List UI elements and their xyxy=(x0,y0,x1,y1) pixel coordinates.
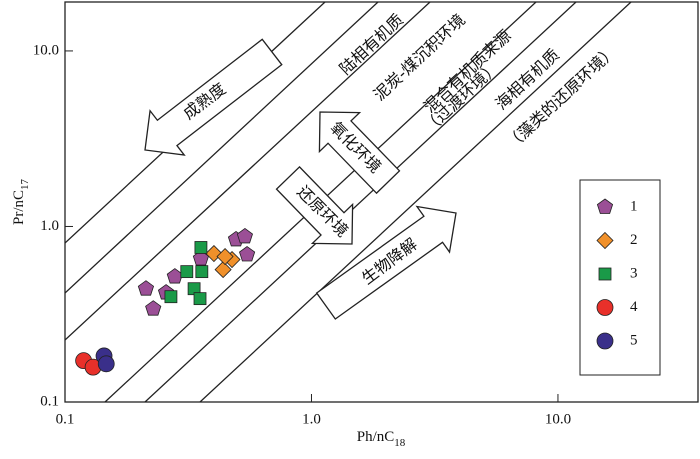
legend-label: 1 xyxy=(630,198,638,214)
boundary-line xyxy=(144,2,577,402)
legend-label: 5 xyxy=(630,332,638,348)
arrows xyxy=(144,38,457,320)
legend-label: 4 xyxy=(630,299,638,315)
boundary-line xyxy=(199,2,632,402)
legend-marker xyxy=(596,299,614,316)
y-tick-label: 0.1 xyxy=(40,393,59,409)
point xyxy=(236,227,253,244)
legend-label: 3 xyxy=(630,265,638,281)
boundary-line xyxy=(65,2,431,341)
point xyxy=(214,261,232,279)
point xyxy=(180,265,194,279)
arrow xyxy=(318,111,401,195)
point xyxy=(166,268,183,284)
point xyxy=(97,355,115,373)
legend-marker xyxy=(596,231,614,250)
legend-label: 2 xyxy=(630,232,638,248)
x-tick-label: 10.0 xyxy=(545,411,571,427)
point xyxy=(216,247,234,266)
y-tick-label: 1.0 xyxy=(40,218,59,234)
legend-marker xyxy=(598,267,612,281)
x-tick-label: 0.1 xyxy=(56,411,75,427)
arrow xyxy=(144,38,283,156)
y-axis-label: Pr/nC17 xyxy=(11,178,30,225)
legend-marker xyxy=(596,332,614,350)
arrow xyxy=(315,205,457,320)
y-tick-label: 10.0 xyxy=(33,42,59,58)
arrow xyxy=(275,165,354,245)
plot-frame xyxy=(64,1,699,403)
legend-box xyxy=(579,179,661,376)
x-axis-label: Ph/nC18 xyxy=(357,429,406,448)
point xyxy=(195,265,209,279)
point xyxy=(145,300,162,316)
reference-lines xyxy=(65,2,632,402)
point xyxy=(137,280,155,296)
point xyxy=(193,292,207,306)
point xyxy=(205,244,223,263)
point xyxy=(164,290,178,304)
boundary-line xyxy=(65,2,379,294)
point xyxy=(239,246,256,262)
x-tick-label: 1.0 xyxy=(302,411,321,427)
point xyxy=(194,241,208,254)
legend-marker xyxy=(596,198,614,214)
